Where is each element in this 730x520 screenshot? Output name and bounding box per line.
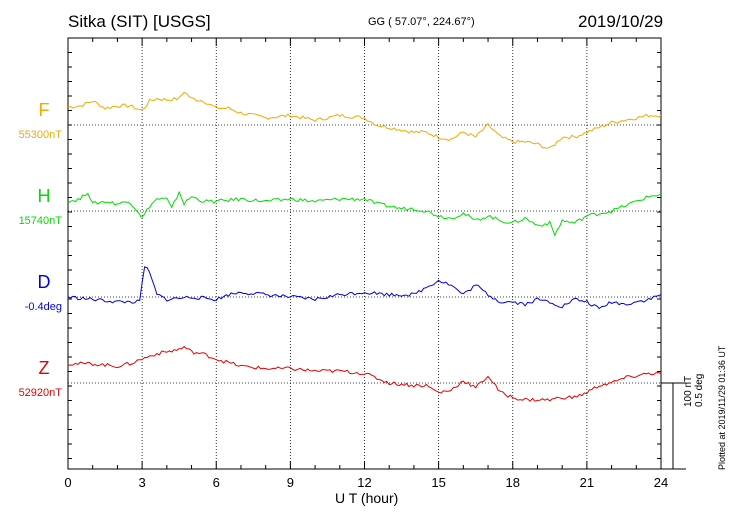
scale-nt-label: 100 nT — [683, 375, 694, 407]
x-tick-label: 21 — [580, 475, 594, 490]
series-trace-z — [67, 345, 662, 402]
x-tick-label: 18 — [506, 475, 520, 490]
x-tick-label: 9 — [287, 475, 294, 490]
x-tick-label: 12 — [357, 475, 371, 490]
x-tick-label: 15 — [431, 475, 445, 490]
x-tick-label: 24 — [654, 475, 668, 490]
series-baseline-f: 55300nT — [19, 129, 63, 141]
scale-deg-label: 0.5 deg — [694, 373, 705, 407]
series-trace-d — [67, 266, 662, 310]
series-trace-h — [67, 190, 662, 237]
x-tick-label: 6 — [213, 475, 220, 490]
series-baseline-d: -0.4deg — [25, 301, 62, 313]
station-title: Sitka (SIT) [USGS] — [68, 12, 211, 31]
coordinates-label: GG ( 57.07°, 224.67°) — [368, 16, 475, 28]
series-letter-h: H — [38, 186, 51, 206]
x-tick-label: 0 — [64, 475, 71, 490]
x-axis-label: U T (hour) — [335, 490, 399, 506]
plotted-note: Plotted at 2019/11/29 01:36 UT — [717, 345, 727, 470]
series-letter-f: F — [39, 100, 50, 120]
series-letter-d: D — [38, 272, 51, 292]
series-baseline-h: 15740nT — [19, 215, 63, 227]
x-tick-label: 3 — [139, 475, 146, 490]
series-letter-z: Z — [39, 358, 50, 378]
series-baseline-z: 52920nT — [19, 387, 63, 399]
series-trace-f — [67, 91, 662, 149]
date-label: 2019/10/29 — [578, 12, 664, 31]
